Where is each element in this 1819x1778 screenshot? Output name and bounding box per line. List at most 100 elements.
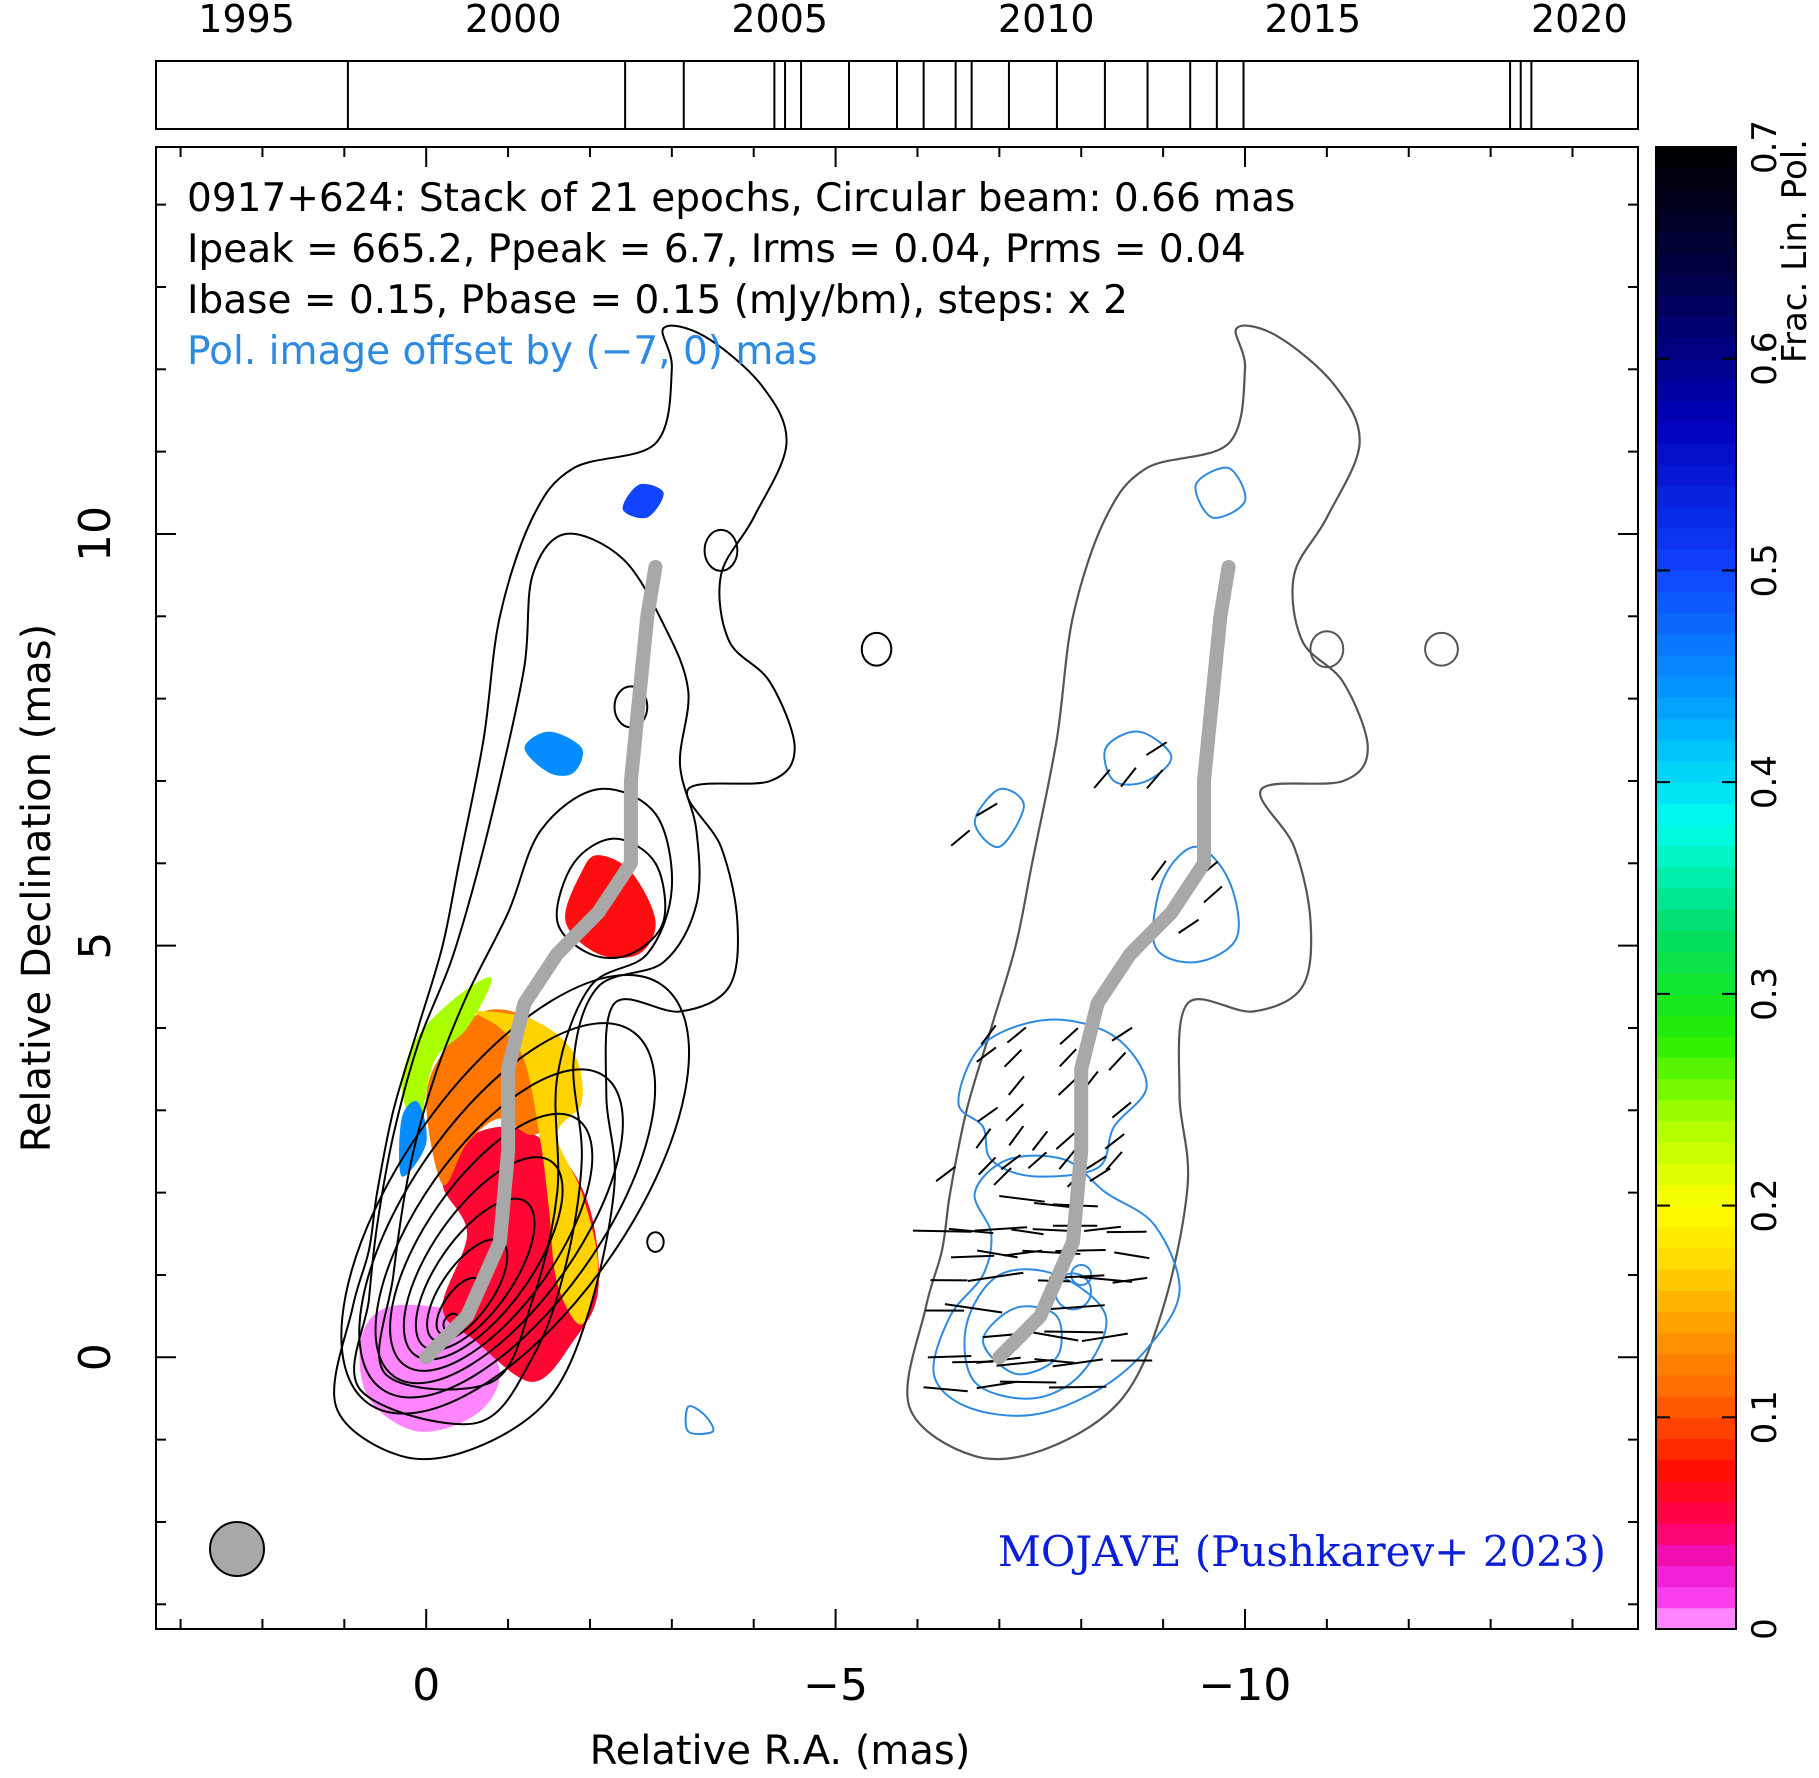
x-tick-label: 0 [412, 1660, 440, 1711]
colorbar-band [1656, 443, 1736, 466]
pol-intensity-contour-8 [684, 1405, 715, 1435]
evpa-stick [999, 1380, 1057, 1384]
colorbar-band [1656, 528, 1736, 550]
evpa-stick [1145, 741, 1168, 756]
title-line-3: Ibase = 0.15, Pbase = 0.15 (mJy/bm), ste… [187, 278, 1128, 323]
evpa-stick [977, 1106, 999, 1123]
evpa-stick [944, 1303, 1003, 1314]
evpa-sticks [912, 741, 1223, 1393]
colorbar-band [1656, 337, 1736, 360]
colorbar-band [1656, 993, 1736, 1016]
evpa-stick [1032, 1228, 1067, 1232]
colorbar-band [1656, 1163, 1736, 1185]
y-tick-label: 10 [70, 506, 121, 562]
colorbar-band [1656, 1120, 1736, 1143]
colorbar-band [1656, 1438, 1736, 1461]
timeline-year-label: 2010 [998, 0, 1095, 41]
colorbar-band [1656, 1269, 1736, 1291]
colorbar-bands [1656, 147, 1736, 1630]
pol-intensity-contour-5 [973, 787, 1025, 848]
x-axis-label: Relative R.A. (mas) [590, 1728, 971, 1774]
evpa-stick [927, 1354, 972, 1359]
evpa-stick [1146, 769, 1164, 789]
intensity-contour-island [646, 1231, 665, 1253]
evpa-stick [1055, 1132, 1075, 1150]
colorbar-band [1656, 295, 1736, 317]
evpa-stick [976, 1249, 1018, 1259]
colorbar-band [1656, 485, 1736, 508]
colorbar-band [1656, 612, 1736, 635]
evpa-stick [1084, 1225, 1122, 1233]
colorbar-band [1656, 210, 1736, 233]
colorbar-band [1656, 570, 1736, 593]
total-intensity-contours [333, 324, 893, 1461]
evpa-stick [1093, 769, 1111, 789]
colorbar-band [1656, 147, 1736, 169]
colorbar-band [1656, 316, 1736, 339]
fpol-region-knot-C [622, 483, 664, 519]
intensity-contour-knot [555, 837, 667, 960]
colorbar-band [1656, 1459, 1736, 1482]
evpa-stick [1111, 1101, 1132, 1119]
colorbar-band [1656, 1290, 1736, 1312]
evpa-stick [1112, 1276, 1148, 1284]
colorbar-band [1656, 252, 1736, 275]
evpa-stick [1104, 1133, 1125, 1150]
evpa-stick [1081, 1332, 1128, 1343]
credit-label: MOJAVE (Pushkarev+ 2023) [998, 1527, 1606, 1576]
y-axis-label: Relative Declination (mas) [14, 624, 60, 1152]
title-line-1: 0917+624: Stack of 21 epochs, Circular b… [187, 176, 1295, 221]
colorbar-band [1656, 1078, 1736, 1101]
colorbar-band [1656, 739, 1736, 762]
evpa-stick [1029, 1330, 1079, 1342]
evpa-stick [1203, 885, 1223, 904]
x-tick-label: −5 [803, 1660, 868, 1711]
colorbar-band [1656, 951, 1736, 974]
colorbar-band [1656, 401, 1736, 423]
colorbar-band [1656, 1226, 1736, 1249]
colorbar-band [1656, 655, 1736, 677]
timeline-year-label: 2000 [465, 0, 562, 41]
colorbar-band [1656, 379, 1736, 402]
offset-polarization-image [684, 324, 1459, 1461]
main-plot: 0 −5 −10 0 5 10 0917+624: Stack of 21 epochs… [14, 146, 1639, 1774]
colorbar-band [1656, 1036, 1736, 1058]
colorbar-band [1656, 1417, 1736, 1439]
evpa-stick [1106, 1230, 1147, 1234]
ridgeline-right [992, 559, 1236, 1365]
colorbar-band [1656, 591, 1736, 614]
evpa-stick [976, 1046, 997, 1063]
timeline-labels: 1995 2000 2005 2010 2015 2020 [198, 0, 1627, 41]
colorbar-band [1656, 909, 1736, 931]
colorbar-tick-label: 0 [1745, 1618, 1785, 1640]
y-tick-labels: 0 5 10 [70, 506, 121, 1371]
evpa-stick [1000, 1154, 1022, 1171]
colorbar-band [1656, 1396, 1736, 1418]
evpa-stick [1044, 1330, 1104, 1334]
colorbar-tick-labels: 0 0.1 0.2 0.3 0.4 0.5 0.6 0.7 [1656, 120, 1785, 1640]
x-tick-label: −10 [1199, 1660, 1292, 1711]
y-tick-label: 0 [70, 1343, 121, 1371]
colorbar-band [1656, 1480, 1736, 1503]
core-contour-8 [358, 1022, 657, 1399]
colorbar-band [1656, 1332, 1736, 1355]
core-contour-4 [414, 1197, 536, 1351]
offset-intensity-island [1424, 631, 1459, 667]
fpol-region-blue-edge [399, 1100, 427, 1177]
evpa-stick [1120, 767, 1137, 788]
evpa-stick [974, 1226, 1028, 1232]
colorbar-band [1656, 1374, 1736, 1397]
evpa-stick [976, 802, 998, 817]
colorbar-band [1656, 1544, 1736, 1566]
colorbar-band [1656, 549, 1736, 571]
colorbar-band [1656, 866, 1736, 889]
intensity-contour-2 [353, 532, 701, 1426]
pol-intensity-contour-3 [981, 1305, 1063, 1376]
evpa-stick [980, 1024, 997, 1046]
colorbar: 0 0.1 0.2 0.3 0.4 0.5 0.6 0.7 Frac. Lin. Pol. [1655, 120, 1815, 1640]
colorbar-band [1656, 1311, 1736, 1334]
colorbar-band [1656, 358, 1736, 381]
evpa-stick [1011, 1228, 1044, 1236]
colorbar-band [1656, 782, 1736, 804]
colorbar-band [1656, 1099, 1736, 1122]
